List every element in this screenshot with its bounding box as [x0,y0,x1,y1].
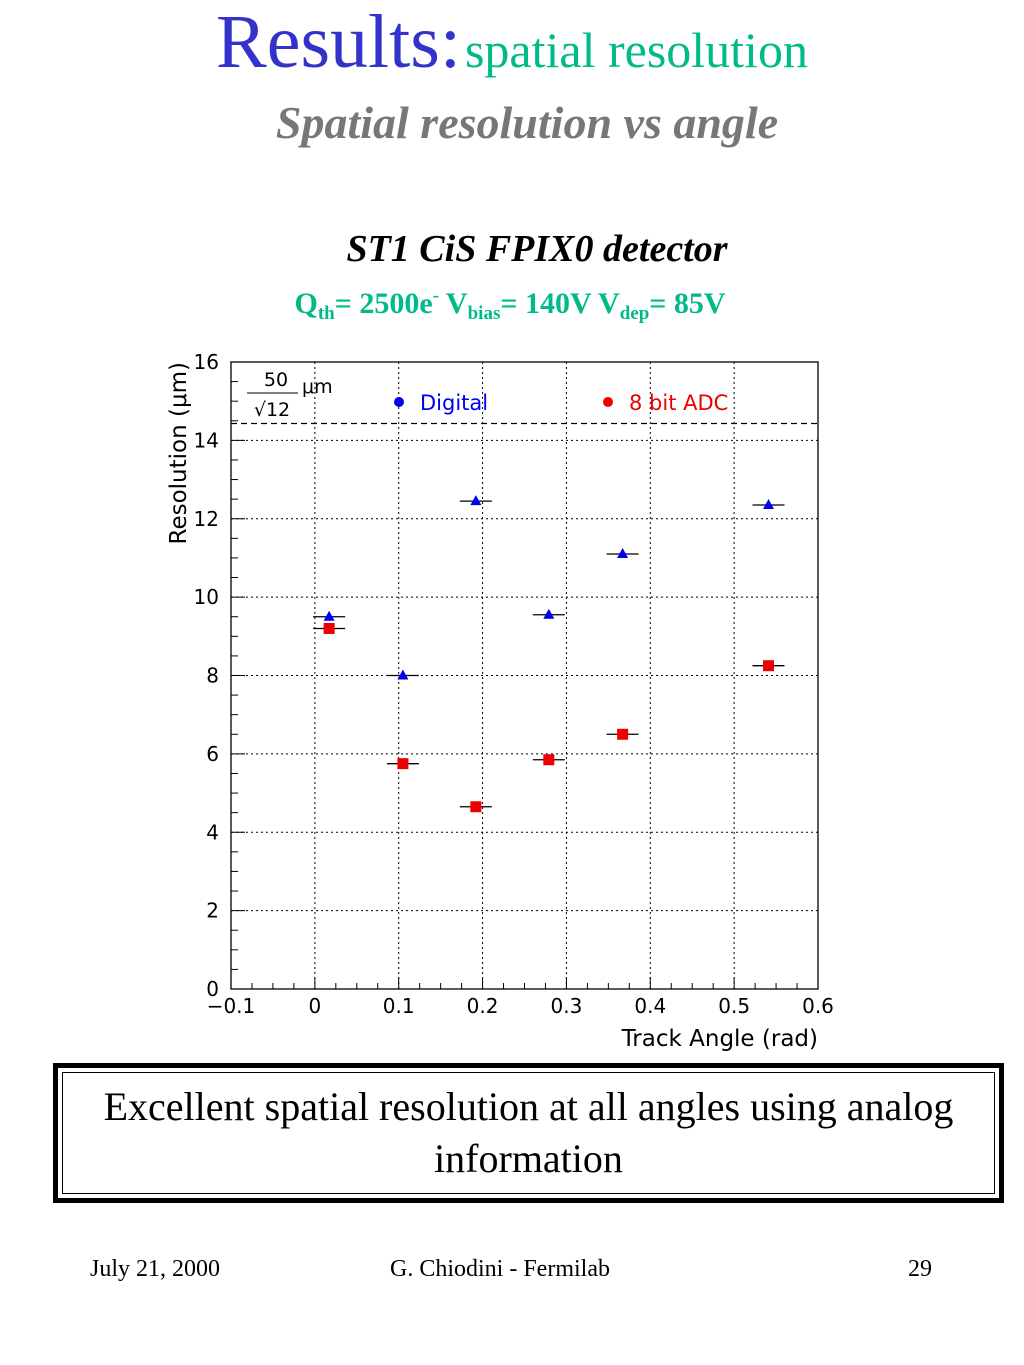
y-tick-label: 0 [206,977,219,1001]
adc-point [470,801,482,813]
x-tick-label: 0.3 [551,994,583,1018]
detector-parameters: Qth= 2500e- Vbias= 140V Vdep= 85V [0,286,1020,323]
slide-title-sub: spatial resolution [464,22,808,78]
reference-label-numerator: 50 [264,369,288,391]
legend-label-2: 8 bit ADC [629,391,728,415]
digital-point [617,548,629,559]
q-value: = 2500e [334,287,433,320]
y-tick-label: 12 [194,507,219,531]
digital-point [470,495,482,506]
reference-label-denominator: √12 [254,399,290,421]
adc-point [397,758,409,770]
slide-title: Results: spatial resolution [0,4,1024,80]
legend-marker-2 [603,397,613,407]
y-tick-label: 2 [206,899,219,923]
conclusion-box-inner: Excellent spatial resolution at all angl… [62,1072,995,1194]
x-axis-label: Track Angle (rad) [621,1026,818,1052]
x-tick-label: −0.1 [207,994,256,1018]
reference-label-unit: μm [302,376,333,398]
digital-point [397,669,409,680]
plot-frame [230,361,819,990]
dep-value: = 85V [649,287,726,320]
slide-title-main: Results: [216,0,461,84]
y-tick-label: 16 [194,350,219,374]
v-subscript: bias [467,303,501,324]
x-tick-label: 0.5 [718,994,750,1018]
adc-point [763,660,775,672]
x-tick-label: 0.4 [634,994,666,1018]
x-tick-label: 0.1 [383,994,415,1018]
legend-marker-1 [394,397,404,407]
adc-point [323,622,335,634]
q-label: Q [294,287,318,320]
digital-point [543,608,555,619]
y-tick-label: 10 [194,585,219,609]
conclusion-box: Excellent spatial resolution at all angl… [53,1063,1004,1203]
footer-date: July 21, 2000 [90,1256,221,1282]
y-tick-label: 14 [194,428,219,452]
y-tick-label: 4 [206,820,219,844]
x-tick-label: 0.2 [467,994,499,1018]
v-value: = 140V V [500,287,620,320]
chart-title: ST1 CiS FPIX0 detector [346,228,728,270]
digital-point [323,610,335,621]
v-label: V [438,287,468,320]
q-subscript: th [317,303,335,324]
q-superscript: - [432,285,439,306]
legend-label-1: Digital [420,391,488,415]
adc-point [617,728,629,740]
x-tick-label: 0.6 [802,994,834,1018]
adc-point [543,754,555,766]
digital-point [763,499,775,510]
footer-page-number: 29 [908,1256,932,1282]
x-tick-label: 0 [308,994,321,1018]
dep-subscript: dep [619,303,650,324]
footer-author: G. Chiodini - Fermilab [390,1256,610,1282]
y-axis-label: Resolution (μm) [166,362,192,544]
y-tick-label: 6 [206,742,219,766]
y-tick-label: 8 [206,664,219,688]
slide-subtitle: Spatial resolution vs angle [275,97,779,148]
conclusion-text: Excellent spatial resolution at all angl… [103,1084,954,1181]
